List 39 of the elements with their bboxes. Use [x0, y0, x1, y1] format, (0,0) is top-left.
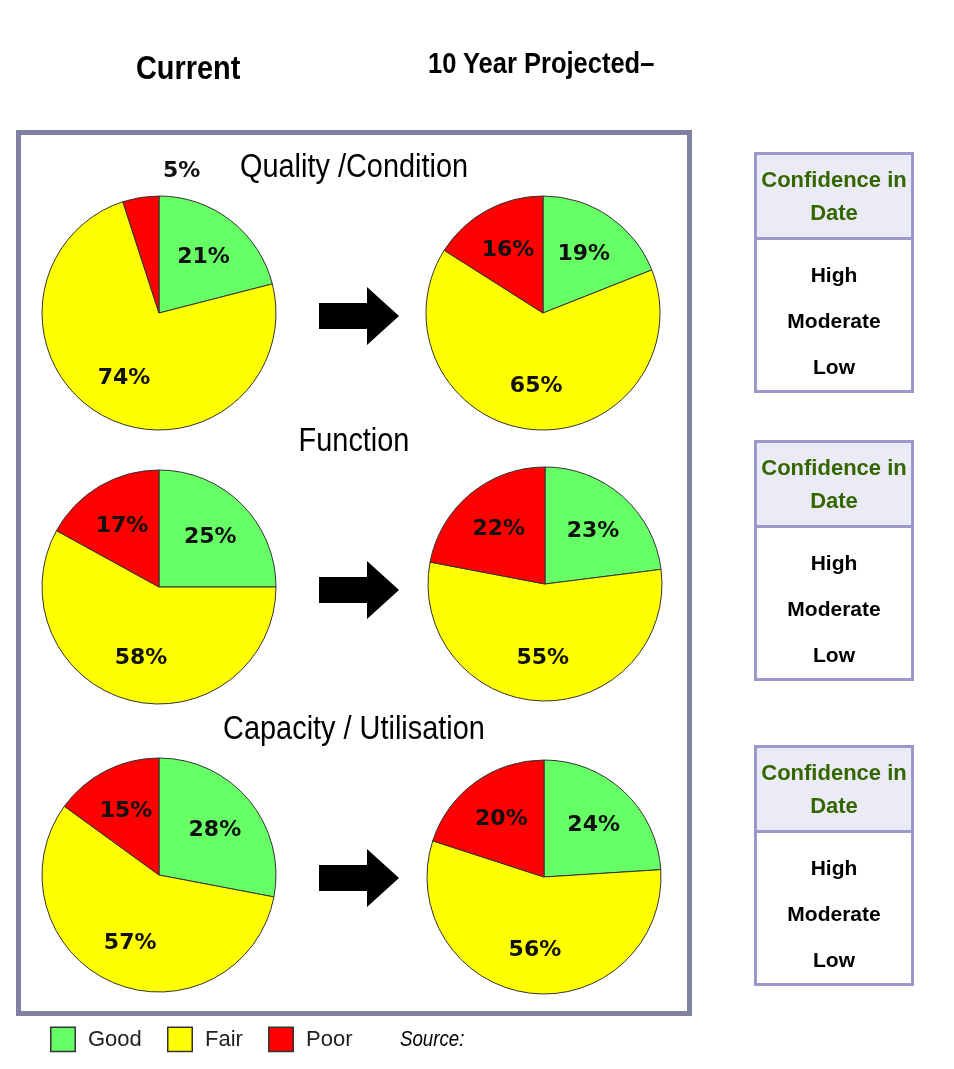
text: Function [297, 420, 411, 459]
text: High [809, 262, 859, 288]
text: Low [812, 947, 856, 973]
data-label: 28% [188, 815, 242, 841]
data-label: 15% [99, 797, 153, 823]
data-label: 74% [97, 363, 151, 389]
text: 10 Year Projected– [428, 46, 655, 80]
data-label: 19% [557, 240, 611, 265]
text: Current [136, 48, 241, 87]
data-label: 57% [103, 928, 157, 954]
data-label: 22% [472, 515, 526, 541]
text: High [809, 855, 859, 881]
data-label: 56% [508, 935, 562, 961]
text: Moderate [786, 901, 882, 927]
data-label: 65% [509, 372, 563, 398]
text: Moderate [786, 596, 882, 622]
data-label: 58% [114, 644, 168, 670]
legend-label: Fair [205, 1026, 243, 1052]
text: Moderate [786, 308, 882, 334]
chart-title: Capacity / Utilisation [222, 708, 486, 747]
data-label: 20% [475, 805, 528, 831]
data-label: 21% [177, 242, 230, 268]
text: Confidence in Date [757, 443, 911, 528]
data-label: 25% [183, 522, 237, 548]
text: Low [812, 642, 856, 668]
text: Low [812, 354, 856, 380]
data-label: 5% [163, 156, 201, 182]
data-label: 17% [95, 511, 149, 537]
data-label: 16% [481, 236, 535, 262]
text: High [809, 550, 859, 576]
text: Confidence in Date [757, 748, 911, 833]
source-note: Source: [400, 1026, 465, 1052]
text: Confidence in Date [757, 155, 911, 240]
data-label: 23% [566, 516, 620, 542]
legend-label: Poor [306, 1026, 353, 1052]
text: Quality /Condition [239, 146, 469, 184]
legend-label: Good [88, 1026, 142, 1052]
data-label: 24% [567, 811, 620, 837]
data-label: 55% [516, 643, 570, 669]
